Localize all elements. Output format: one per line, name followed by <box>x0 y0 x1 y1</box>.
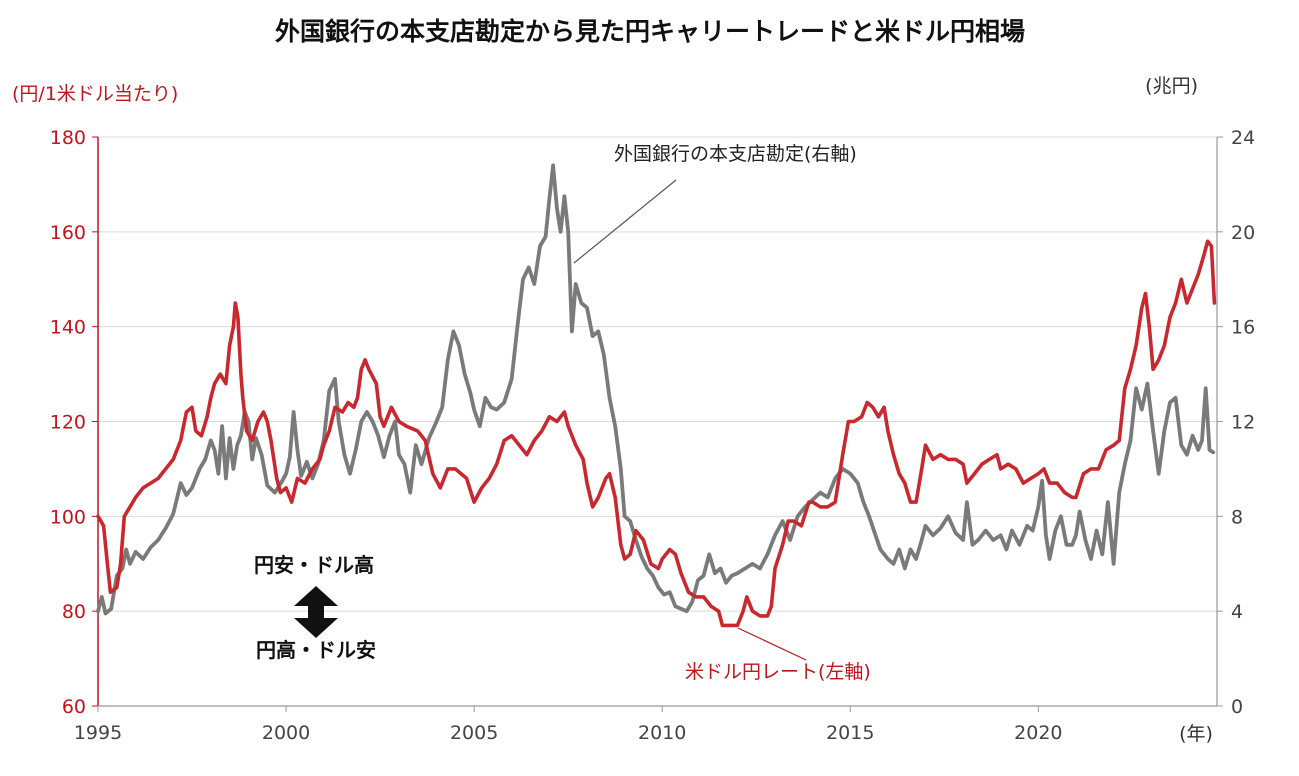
gray-series-leader-line <box>573 179 677 264</box>
red-series-annotation: 米ドル円レート(左軸) <box>685 661 871 683</box>
left-tick-label: 120 <box>50 412 86 434</box>
left-tick-label: 60 <box>62 696 86 718</box>
x-tick-label: 2000 <box>262 722 310 744</box>
left-tick-label: 140 <box>50 317 86 339</box>
yen-weak-label: 円安・ドル高 <box>254 553 374 577</box>
right-tick-label: 4 <box>1231 601 1243 623</box>
right-tick-label: 20 <box>1231 222 1255 244</box>
left-tick-label: 80 <box>62 601 86 623</box>
x-tick-label: 2015 <box>826 722 874 744</box>
up-arrow-icon <box>294 586 338 612</box>
interoffice-account-line <box>96 163 1216 616</box>
down-arrow-icon <box>294 612 338 638</box>
gray-series-annotation: 外国銀行の本支店勘定(右軸) <box>614 143 857 165</box>
gridlines <box>98 136 1217 612</box>
usd-jpy-rate-line <box>96 239 1217 628</box>
right-tick-label: 0 <box>1231 696 1243 718</box>
left-tick-label: 160 <box>50 222 86 244</box>
right-axis-ticks: 0 4 8 12 16 20 24 <box>1231 127 1255 718</box>
right-tick-label: 16 <box>1231 317 1255 339</box>
left-tick-label: 180 <box>50 127 86 149</box>
x-tick-label: 2010 <box>638 722 686 744</box>
x-axis-unit-label: (年) <box>1179 723 1213 745</box>
left-tick-label: 100 <box>50 506 86 528</box>
yen-strong-label: 円高・ドル安 <box>256 638 376 662</box>
left-axis-ticks: 60 80 100 120 140 160 180 <box>50 127 86 718</box>
chart-title: 外国銀行の本支店勘定から見た円キャリートレードと米ドル円相場 <box>275 17 1025 46</box>
x-tick-label: 2005 <box>450 722 498 744</box>
x-axis-ticks: 1995 2000 2005 2010 2015 2020 <box>74 722 1063 744</box>
axes <box>92 136 1223 712</box>
series-layer <box>96 163 1217 628</box>
x-tick-label: 2020 <box>1014 722 1062 744</box>
right-axis-unit-label: (兆円) <box>1145 75 1198 97</box>
right-tick-label: 12 <box>1231 412 1255 434</box>
left-axis-unit-label: (円/1米ドル当たり) <box>12 83 178 105</box>
right-tick-label: 24 <box>1231 127 1255 149</box>
red-series-leader-line <box>737 627 807 661</box>
right-tick-label: 8 <box>1231 506 1243 528</box>
x-tick-label: 1995 <box>74 722 122 744</box>
